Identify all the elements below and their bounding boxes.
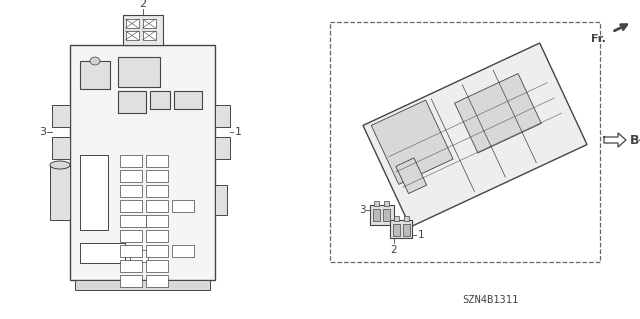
Bar <box>120 275 142 287</box>
Bar <box>390 220 412 238</box>
Bar <box>125 19 138 28</box>
Bar <box>404 216 409 221</box>
Bar <box>146 245 168 257</box>
Bar <box>146 215 168 227</box>
Bar <box>146 185 168 197</box>
Bar <box>215 137 230 159</box>
Bar <box>122 15 163 45</box>
Bar <box>120 230 142 242</box>
Bar <box>454 74 541 153</box>
Text: SZN4B1311: SZN4B1311 <box>462 295 518 305</box>
Text: 1: 1 <box>235 127 242 137</box>
Bar <box>215 185 227 215</box>
Bar <box>120 200 142 212</box>
Text: 2: 2 <box>139 0 146 9</box>
Bar <box>384 201 389 206</box>
Bar <box>120 260 142 272</box>
Text: Fr.: Fr. <box>591 34 606 44</box>
Polygon shape <box>604 133 626 147</box>
Bar <box>146 200 168 212</box>
Bar <box>174 91 202 109</box>
Text: 1: 1 <box>418 230 424 240</box>
Bar <box>146 275 168 287</box>
Bar <box>120 215 146 227</box>
Bar <box>143 19 156 28</box>
Bar <box>394 216 399 221</box>
Bar <box>118 91 146 113</box>
Bar <box>215 105 230 127</box>
Bar <box>143 31 156 40</box>
Bar <box>373 209 380 221</box>
Bar <box>146 155 168 167</box>
Bar <box>403 224 410 236</box>
Bar <box>371 100 453 184</box>
Bar <box>70 45 215 280</box>
Bar <box>363 43 587 227</box>
Bar <box>120 185 142 197</box>
Bar <box>50 165 70 220</box>
Bar <box>52 105 70 127</box>
Bar <box>146 260 168 272</box>
Bar <box>330 22 600 262</box>
Bar <box>396 158 427 194</box>
Bar <box>146 230 168 242</box>
Bar <box>120 155 142 167</box>
Text: 3: 3 <box>360 205 366 215</box>
Bar <box>383 209 390 221</box>
Bar <box>393 224 400 236</box>
Bar <box>172 200 194 212</box>
Bar <box>172 245 194 257</box>
Bar <box>120 245 142 257</box>
Text: 2: 2 <box>390 245 397 255</box>
Ellipse shape <box>50 161 70 169</box>
Bar <box>146 170 168 182</box>
Text: 3: 3 <box>39 127 46 137</box>
Bar <box>370 205 394 225</box>
Bar <box>52 137 70 159</box>
Bar <box>150 91 170 109</box>
Bar <box>120 170 142 182</box>
Bar <box>125 31 138 40</box>
Text: B-13-10: B-13-10 <box>630 133 640 146</box>
Bar <box>118 57 160 87</box>
Ellipse shape <box>90 57 100 65</box>
Bar <box>75 280 210 290</box>
Bar <box>80 61 110 89</box>
Bar <box>130 250 148 262</box>
Bar <box>80 243 125 263</box>
Bar <box>80 155 108 230</box>
Bar <box>374 201 379 206</box>
